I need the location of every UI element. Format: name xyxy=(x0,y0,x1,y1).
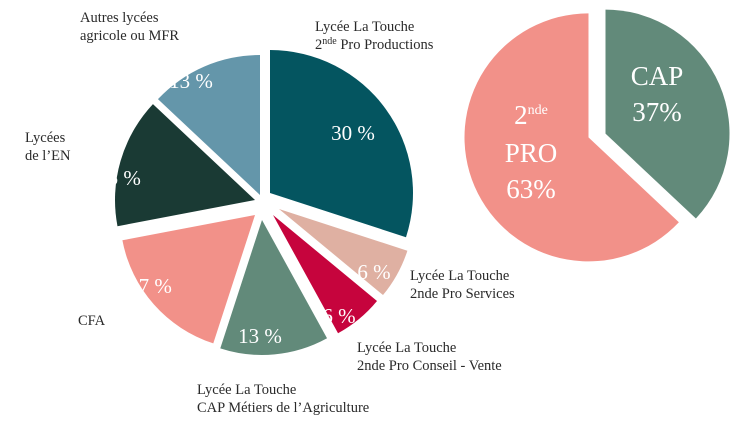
left-pie-slice xyxy=(122,215,255,344)
right-pie-slice xyxy=(464,13,679,262)
right-pie-chart: CAP 37% 2nde PRO 63% xyxy=(464,9,730,262)
left-pie-category-label: Autres lycées agricole ou MFR xyxy=(80,10,179,44)
left-pie-slice xyxy=(114,104,255,227)
right-pie-cap-label: CAP xyxy=(631,61,684,91)
left-pie-chart: 30 % Lycée La Touche 2nde Pro Productions 6… xyxy=(25,10,515,416)
left-pie-category-label: Lycée La Touche 2nde Pro Conseil - Vente xyxy=(357,340,502,374)
left-pie-slice xyxy=(220,220,328,355)
left-pie-value-label: 30 % xyxy=(331,121,375,145)
left-pie-value-label: 13 % xyxy=(238,324,282,348)
left-pie-category-label: Lycées de l’EN xyxy=(25,130,71,164)
left-pie-slice xyxy=(157,55,260,195)
left-pie-category-label: Lycée La Touche CAP Métiers de l’Agricult… xyxy=(197,382,369,416)
left-pie-category-label: CFA xyxy=(78,313,106,329)
left-pie-value-label: 13 % xyxy=(169,69,213,93)
right-pie-pro-label-line2: PRO xyxy=(505,138,558,168)
right-pie-pro-label-line1: 2nde xyxy=(514,100,548,130)
right-pie-slice xyxy=(605,9,730,219)
left-pie-slice xyxy=(279,209,408,296)
right-pie-cap-value: 37% xyxy=(632,97,682,127)
left-pie-slice xyxy=(273,215,378,334)
right-pie-pro-value: 63% xyxy=(506,174,556,204)
left-pie-value-label: 6 % xyxy=(357,260,390,284)
left-pie-value-label: 6 % xyxy=(322,304,355,328)
left-pie-category-label: Lycée La Touche 2nde Pro Services xyxy=(410,268,515,302)
left-pie-value-label: 17 % xyxy=(128,274,172,298)
left-pie-slice xyxy=(270,50,413,238)
left-pie-value-label: 15 % xyxy=(97,166,141,190)
left-pie-category-label: Lycée La Touche 2nde Pro Productions xyxy=(315,19,434,53)
